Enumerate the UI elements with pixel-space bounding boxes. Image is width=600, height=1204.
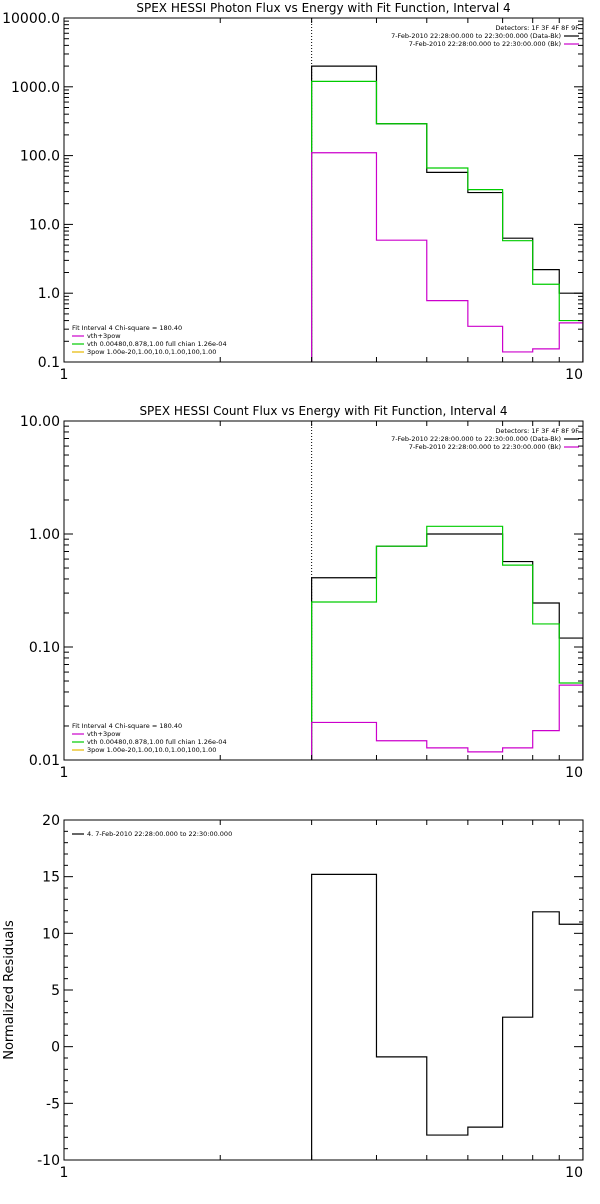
- axes-frame: [63, 420, 584, 761]
- y-tick-label: -5: [46, 1096, 60, 1112]
- legend-interval-entry: 7-Feb-2010 22:28:00.000 to 22:30:00.000 …: [391, 435, 561, 443]
- x-tick-label: 10: [565, 1165, 583, 1181]
- x-tick-label: 10: [565, 765, 583, 781]
- y-tick-label: 1000.0: [11, 80, 60, 96]
- y-tick-label: 10: [42, 926, 60, 942]
- y-tick-label: 10.0: [29, 217, 60, 233]
- axes-frame: [63, 17, 584, 363]
- x-tick-label: 10: [565, 367, 583, 383]
- y-tick-label: 10000.0: [2, 11, 60, 27]
- y-tick-label: 100.0: [20, 149, 60, 165]
- legend-fit-header: Fit Interval 4 Chi-square = 180.40: [72, 324, 182, 332]
- legend-fit-entry: vth 0.00480,0.878,1.00 full chian 1.26e-…: [87, 738, 227, 746]
- y-tick-label: 0.1: [38, 355, 60, 371]
- x-tick-label: 1: [60, 367, 69, 383]
- series-0-step-line: [311, 873, 583, 1160]
- y-tick-label: 15: [42, 870, 60, 886]
- legend-fit-entry: 3pow 1.00e-20,1.00,10.0,1.00,100,1.00: [87, 746, 216, 754]
- x-tick-label: 1: [60, 765, 69, 781]
- y-tick-label: 5: [51, 983, 60, 999]
- y-tick-label: 0.10: [29, 640, 60, 656]
- series-2-step-line: [311, 684, 583, 760]
- series-1-step-line: [311, 525, 583, 760]
- legend-detectors-header: Detectors: 1F 3F 4F 8F 9F: [495, 24, 579, 32]
- legend-fit-entry: 3pow 1.00e-20,1.00,10.0,1.00,100,1.00: [87, 348, 216, 356]
- series-2-step-line: [311, 152, 583, 362]
- y-tick-label: 10.00: [20, 414, 60, 430]
- legend-interval-entry: 7-Feb-2010 22:28:00.000 to 22:30:00.000 …: [409, 443, 561, 451]
- legend-interval-entry: 7-Feb-2010 22:28:00.000 to 22:30:00.000 …: [409, 40, 561, 48]
- legend-detectors-header: Detectors: 1F 3F 4F 8F 9F: [495, 427, 579, 435]
- series-1-step-line: [311, 80, 583, 362]
- legend-interval-entry: 7-Feb-2010 22:28:00.000 to 22:30:00.000 …: [391, 32, 561, 40]
- y-tick-label: 0: [51, 1040, 60, 1056]
- legend-fit-header: Fit Interval 4 Chi-square = 180.40: [72, 722, 182, 730]
- legend-fit-entry: vth+3pow: [87, 730, 121, 738]
- y-axis-label: Normalized Residuals: [2, 920, 17, 1060]
- y-tick-label: 0.01: [29, 753, 60, 769]
- y-tick-label: -10: [37, 1153, 60, 1169]
- series-0-step-line: [311, 65, 583, 362]
- chart-title: SPEX HESSI Photon Flux vs Energy with Fi…: [136, 1, 510, 15]
- y-tick-label: 20: [42, 813, 60, 829]
- x-tick-label: 1: [60, 1165, 69, 1181]
- legend-fit-entry: 4. 7-Feb-2010 22:28:00.000 to 22:30:00.0…: [87, 830, 232, 838]
- legend-fit-entry: vth+3pow: [87, 332, 121, 340]
- y-tick-label: 1.00: [29, 527, 60, 543]
- series-0-step-line: [311, 533, 583, 760]
- axes-frame: [63, 819, 584, 1161]
- legend-fit-entry: vth 0.00480,0.878,1.00 full chian 1.26e-…: [87, 340, 227, 348]
- chart-title: SPEX HESSI Count Flux vs Energy with Fit…: [139, 404, 507, 418]
- y-tick-label: 1.0: [38, 286, 60, 302]
